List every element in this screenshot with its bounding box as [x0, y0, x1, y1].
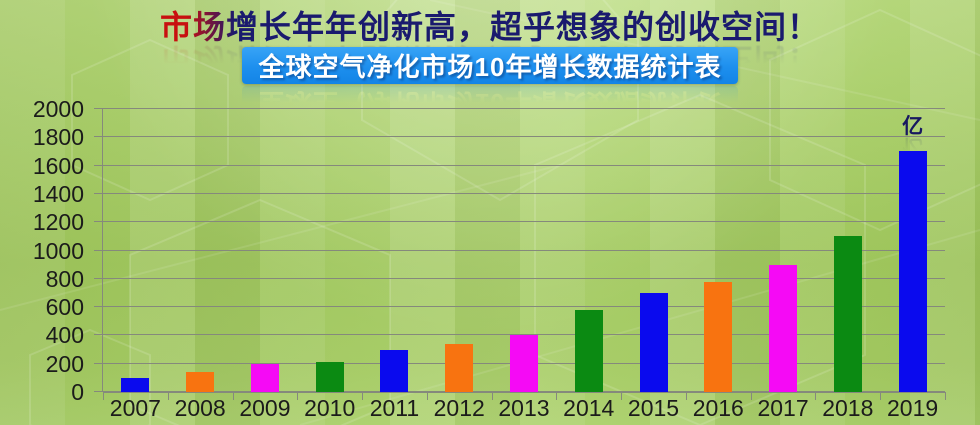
x-axis-label: 2011	[369, 395, 420, 421]
x-axis-tick	[685, 392, 687, 400]
x-axis-tick	[815, 392, 817, 400]
y-axis-tick	[94, 277, 103, 279]
chart-title-banner: 全球空气净化市场10年增长数据统计表	[242, 47, 738, 84]
y-axis-label: 1800	[32, 124, 84, 151]
x-axis-tick	[426, 392, 428, 400]
x-axis-label: 2008	[174, 395, 226, 421]
x-axis-label: 2014	[563, 395, 615, 421]
y-axis-label: 0	[71, 379, 84, 405]
x-axis-label: 2012	[433, 395, 485, 421]
x-axis-line	[103, 391, 945, 393]
bar-2012	[445, 343, 474, 392]
x-axis-tick	[297, 392, 299, 400]
y-axis-line	[102, 109, 103, 392]
y-axis-tick	[94, 164, 103, 166]
bar-2019	[898, 151, 927, 392]
grid-line	[103, 306, 945, 308]
y-axis-labels: 0 200 400 600 800 1000 1200 1400 1600 1800 2000	[0, 97, 90, 404]
y-axis-tick	[94, 108, 103, 109]
bar-2015	[639, 292, 668, 392]
chart-plot-area: 亿 亿	[94, 108, 946, 400]
bar-2010	[315, 362, 344, 392]
y-axis-tick	[94, 306, 103, 308]
chart-title-banner-reflection: 全球空气净化市场10年增长数据统计表	[242, 86, 738, 123]
bar-2017	[769, 264, 798, 392]
x-axis-tick	[362, 392, 364, 400]
x-axis-tick	[621, 392, 623, 400]
y-axis-label: 1200	[32, 209, 84, 236]
unit-label-reflection: 亿	[902, 135, 924, 158]
unit-label: 亿	[902, 115, 924, 138]
y-axis-tick	[94, 362, 103, 364]
y-axis-label: 2000	[32, 96, 84, 122]
x-axis-label: 2010	[304, 395, 356, 421]
x-axis-tick	[232, 392, 234, 400]
bar-2007	[121, 377, 150, 392]
bar-2013	[510, 335, 538, 392]
x-axis-label: 2016	[692, 395, 744, 421]
x-axis-label: 2017	[757, 395, 809, 421]
y-axis-label: 1000	[32, 237, 84, 264]
grid-line	[103, 221, 945, 223]
x-axis-tick	[945, 392, 946, 400]
grid-line	[103, 164, 945, 166]
grid-line	[103, 108, 945, 109]
x-axis-label: 2009	[239, 395, 291, 421]
bar-2014	[574, 309, 603, 392]
bar-2008	[186, 372, 215, 392]
grid-line	[103, 277, 945, 279]
y-axis-label: 1400	[32, 180, 84, 207]
x-axis-label: 2013	[498, 395, 550, 421]
y-axis-label: 600	[45, 294, 84, 321]
bar-2009	[250, 363, 279, 392]
grid-line	[103, 192, 945, 194]
y-axis-tick	[94, 136, 103, 138]
page-title: 市场增长年年创新高，超乎想象的创收空间！	[0, 2, 980, 48]
x-axis-tick	[750, 392, 752, 400]
x-axis-label: 2015	[627, 395, 680, 421]
x-axis-tick	[556, 392, 558, 400]
y-axis-label: 800	[45, 265, 84, 292]
y-axis-label: 1600	[32, 152, 84, 179]
grid-line	[103, 334, 945, 336]
x-axis-tick	[103, 392, 104, 400]
bar-2018	[833, 236, 862, 392]
y-axis-label: 200	[45, 350, 84, 377]
y-axis-tick	[94, 391, 103, 392]
x-axis-tick	[491, 392, 493, 400]
x-axis-label: 2018	[822, 395, 874, 421]
y-axis-tick	[94, 249, 103, 251]
x-axis-tick	[167, 392, 169, 400]
bar-2011	[380, 349, 409, 392]
grid-line	[103, 136, 945, 138]
y-axis-label: 400	[45, 322, 84, 349]
x-axis-label: 2007	[109, 395, 161, 421]
y-axis-tick	[94, 192, 103, 194]
bar-2016	[704, 281, 733, 392]
x-axis-tick	[880, 392, 882, 400]
grid-line	[103, 249, 945, 251]
y-axis-tick	[94, 334, 103, 336]
y-axis-tick	[94, 221, 103, 223]
x-axis-label: 2019	[886, 395, 939, 421]
x-axis-labels: 2007 2008 2009 2010 2011 2012 2013 2014 2015 2016…	[103, 395, 945, 422]
